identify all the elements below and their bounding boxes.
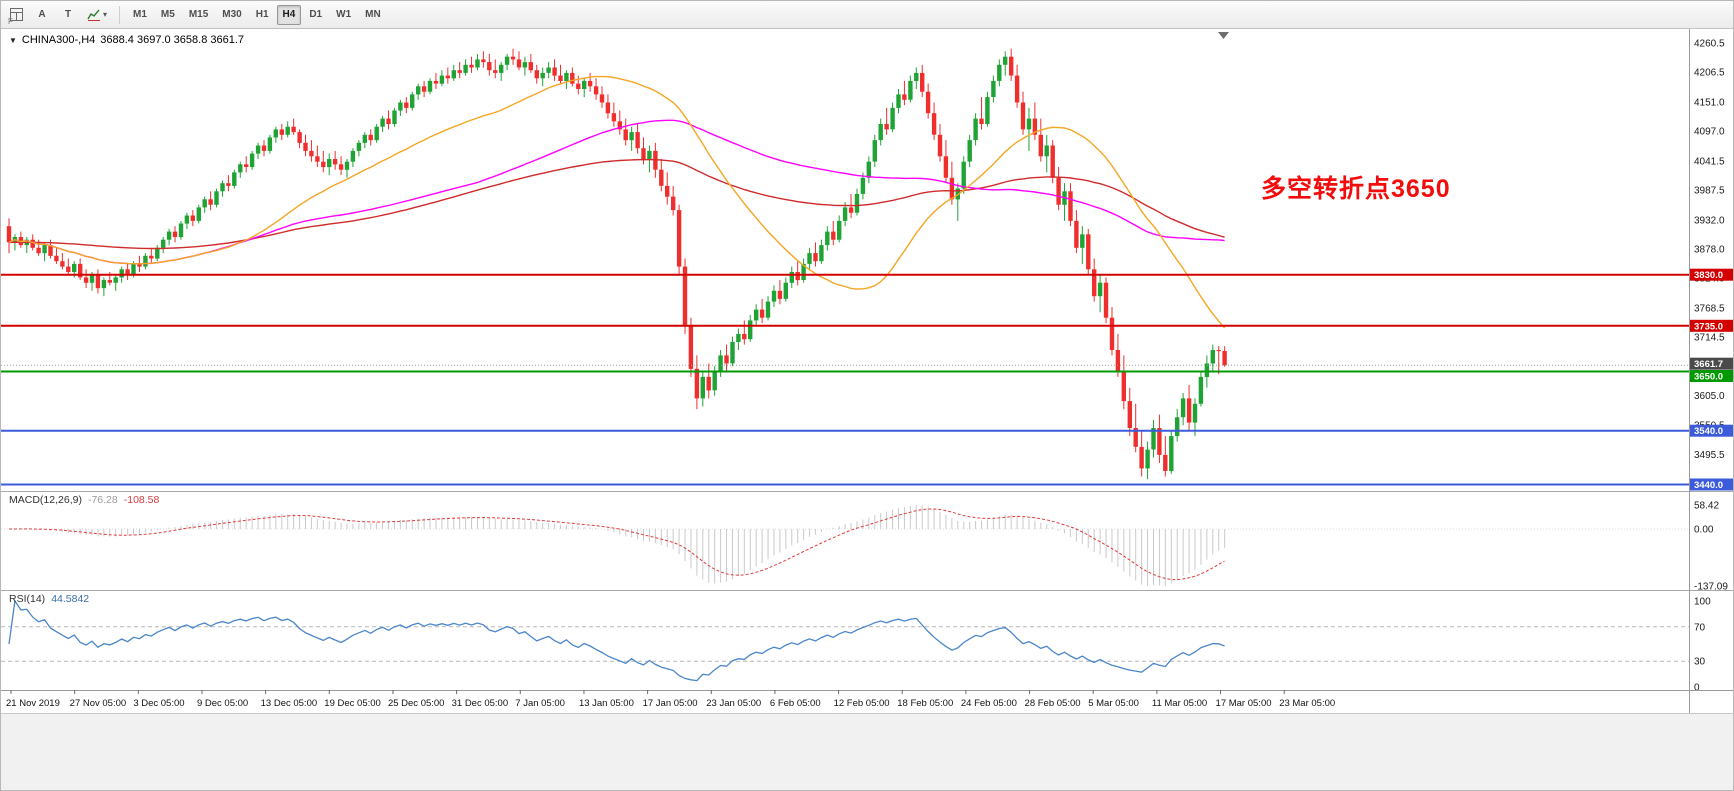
chart-title: ▼ CHINA300-,H4 3688.4 3697.0 3658.8 3661… — [9, 34, 244, 46]
macd-signal-line — [9, 508, 1225, 581]
chevron-down-icon: ▾ — [103, 9, 108, 19]
price-axis-labels[interactable]: 4260.5 4206.5 4151.0 4097.0 4041.5 3987.5 3932… — [1694, 39, 1725, 491]
timeframe-button-h4[interactable]: H4 — [276, 4, 302, 25]
macd-histogram — [14, 505, 1226, 586]
chart-windows-button[interactable] — [5, 5, 28, 25]
macd-main-value: -76.28 — [87, 494, 118, 506]
svg-text:30: 30 — [1694, 657, 1706, 668]
symbol-period-label: CHINA300-,H4 — [21, 34, 96, 46]
time-label: 17 Jan 05:00 — [643, 698, 698, 709]
timeframe-button-h1[interactable]: H1 — [255, 9, 269, 20]
timeframe-button-mn[interactable]: MN — [365, 9, 381, 20]
svg-text:3440.0: 3440.0 — [1694, 480, 1723, 491]
time-label: 31 Dec 05:00 — [452, 698, 509, 709]
timeframe-button-m30[interactable]: M30 — [222, 9, 242, 20]
bid-price-label: 3661.7 — [1690, 357, 1733, 370]
chart-windows-icon — [10, 8, 23, 21]
svg-text:3650.0: 3650.0 — [1694, 372, 1723, 383]
tool-button-a[interactable]: A — [38, 9, 46, 20]
rsi-name: RSI(14) — [9, 593, 46, 605]
svg-text:3735.0: 3735.0 — [1694, 321, 1723, 332]
time-label: 19 Dec 05:00 — [324, 698, 381, 709]
time-label: 13 Jan 05:00 — [579, 698, 634, 709]
svg-text:58.42: 58.42 — [1694, 501, 1719, 512]
rsi-label: RSI(14) 44.5842 — [9, 593, 89, 605]
time-label: 21 Nov 2019 — [6, 698, 60, 709]
svg-text:3661.7: 3661.7 — [1694, 359, 1723, 370]
time-label: 9 Dec 05:00 — [197, 698, 248, 709]
annotation-text[interactable]: 多空转折点3650 — [1261, 175, 1451, 203]
macd-name: MACD(12,26,9) — [9, 494, 82, 506]
time-label: 28 Feb 05:00 — [1025, 698, 1081, 709]
time-label: 18 Feb 05:00 — [897, 698, 953, 709]
time-label: 13 Dec 05:00 — [261, 698, 318, 709]
time-label: 3 Dec 05:00 — [133, 698, 184, 709]
timeframe-button-m5[interactable]: M5 — [160, 9, 175, 20]
macd-label: MACD(12,26,9) -76.28 -108.58 — [9, 494, 159, 506]
hline-label-3540.0: 3540.0 — [1690, 424, 1733, 437]
svg-text:3768.5: 3768.5 — [1694, 303, 1725, 314]
time-label: 12 Feb 05:00 — [834, 698, 890, 709]
main-chart-canvas[interactable]: 4260.5 4206.5 4151.0 4097.0 4041.5 3987.5 3932… — [1, 29, 1734, 491]
hline-label-3830.0: 3830.0 — [1690, 268, 1733, 281]
svg-text:4260.5: 4260.5 — [1694, 39, 1725, 50]
svg-text:3714.5: 3714.5 — [1694, 332, 1725, 343]
rsi-panel[interactable]: 100 70 30 0 — [1, 590, 1734, 690]
svg-text:100: 100 — [1694, 597, 1711, 608]
time-label: 11 Mar 05:00 — [1152, 698, 1207, 709]
indicators-button[interactable]: ▾ — [82, 5, 112, 25]
window-label: F — [8, 17, 13, 26]
candles-layer — [6, 48, 1227, 480]
time-label: 7 Jan 05:00 — [515, 698, 565, 709]
macd-signal-value: -108.58 — [123, 494, 160, 506]
timeframe-button-m1[interactable]: M1 — [133, 9, 147, 20]
macd-panel[interactable]: 58.42 0.00 -137.09 — [1, 491, 1734, 590]
tool-button-t[interactable]: T — [64, 9, 72, 20]
indicators-icon — [87, 9, 100, 21]
timeframe-button-m15[interactable]: M15 — [188, 9, 209, 20]
rsi-value: 44.5842 — [51, 593, 90, 605]
svg-text:-137.09: -137.09 — [1694, 582, 1728, 591]
time-label: 6 Feb 05:00 — [770, 698, 821, 709]
hline-label-3440.0: 3440.0 — [1690, 478, 1733, 491]
toolbar-separator — [119, 5, 121, 24]
hline-label-3735.0: 3735.0 — [1690, 319, 1733, 332]
svg-text:4206.5: 4206.5 — [1694, 68, 1725, 79]
ohlc-values: 3688.4 3697.0 3658.8 3661.7 — [100, 34, 245, 46]
timeframe-button-d1[interactable]: D1 — [309, 9, 323, 20]
hline-label-3650.0: 3650.0 — [1690, 370, 1733, 383]
time-axis[interactable]: 21 Nov 2019 27 Nov 05:00 3 Dec 05:00 9 Dec … — [1, 690, 1734, 713]
time-label: 23 Jan 05:00 — [706, 698, 761, 709]
svg-text:3540.0: 3540.0 — [1694, 426, 1723, 437]
svg-text:4151.0: 4151.0 — [1694, 97, 1725, 108]
time-label: 24 Feb 05:00 — [961, 698, 1017, 709]
symbol-dropdown-icon[interactable]: ▼ — [9, 35, 17, 45]
time-label: 27 Nov 05:00 — [70, 698, 127, 709]
time-label: 25 Dec 05:00 — [388, 698, 445, 709]
svg-text:3932.0: 3932.0 — [1694, 215, 1725, 226]
timeframe-button-group: M1 M5 M15 M30 H1 H4 D1 W1 MN — [127, 4, 387, 25]
time-label: 23 Mar 05:00 — [1279, 698, 1335, 709]
terminal-area — [1, 713, 1733, 790]
svg-text:4097.0: 4097.0 — [1694, 126, 1725, 137]
time-label: 17 Mar 05:00 — [1216, 698, 1272, 709]
moving-averages-layer — [8, 75, 1226, 329]
svg-text:3830.0: 3830.0 — [1694, 270, 1723, 281]
svg-text:3987.5: 3987.5 — [1694, 185, 1725, 196]
svg-text:3605.0: 3605.0 — [1694, 391, 1725, 402]
svg-text:4041.5: 4041.5 — [1694, 156, 1725, 167]
svg-text:0: 0 — [1694, 683, 1700, 691]
svg-text:3495.5: 3495.5 — [1694, 450, 1725, 461]
rsi-line — [8, 599, 1225, 682]
svg-text:3878.0: 3878.0 — [1694, 244, 1725, 255]
svg-text:0.00: 0.00 — [1694, 525, 1714, 536]
horizontal-lines-layer — [1, 273, 1689, 486]
time-label: 5 Mar 05:00 — [1088, 698, 1139, 709]
timeframe-button-w1[interactable]: W1 — [336, 9, 352, 20]
svg-text:70: 70 — [1694, 622, 1706, 633]
chart-shift-marker[interactable] — [1218, 32, 1229, 39]
